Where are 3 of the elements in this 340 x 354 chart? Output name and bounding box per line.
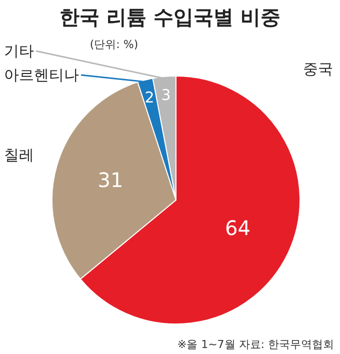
title: 한국 리튬 수입국별 비중: [60, 5, 280, 29]
subtitle: (단위: %): [90, 38, 138, 51]
annotation: ※올 1~7월 자료: 한국무역협회: [177, 338, 334, 351]
